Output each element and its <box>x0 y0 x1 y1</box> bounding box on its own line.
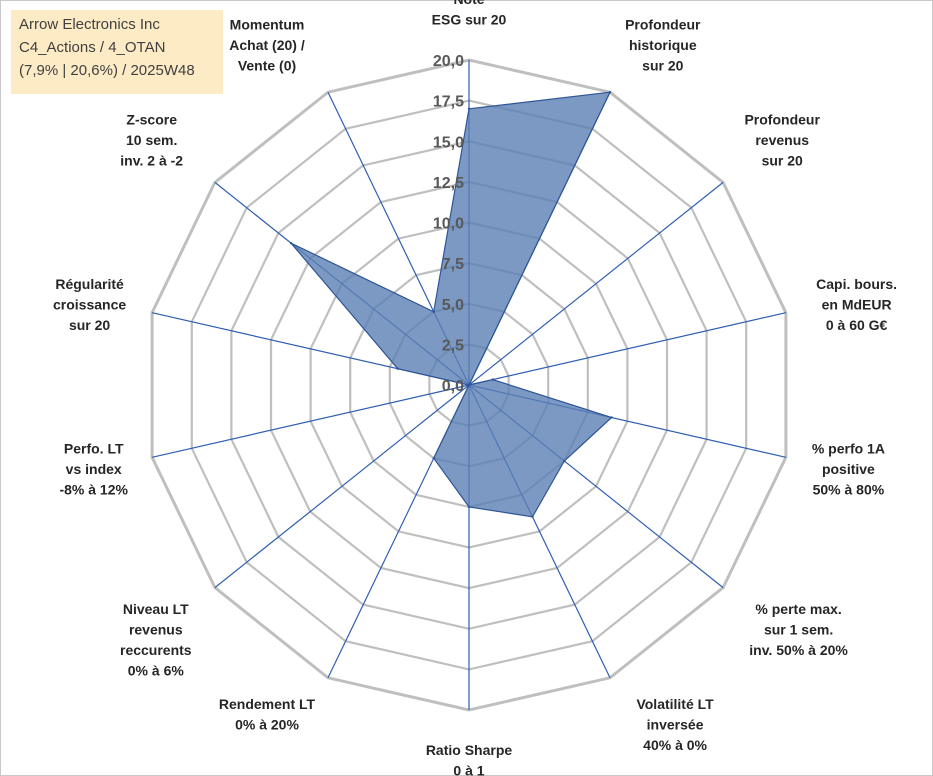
axis-label-line: 50% à 80% <box>813 482 885 498</box>
axis-label: Profondeur historique sur 20 <box>625 17 701 74</box>
radar-axis-labels: Note ESG sur 20 Profondeur historique sur 20… <box>53 0 897 776</box>
axis-label-line: revenus <box>755 132 809 148</box>
series-point <box>610 416 613 419</box>
axis-label: Capi. bours. en MdEUR 0 à 60 G€ <box>816 276 897 333</box>
axis-label-line: 10 sem. <box>126 132 177 148</box>
axis-label-line: inv. 2 à -2 <box>120 153 183 169</box>
axis-label-line: inv. 50% à 20% <box>749 642 848 658</box>
axis-label: Régularité croissance sur 20 <box>53 276 126 333</box>
axis-label-line: Ratio Sharpe <box>426 742 513 758</box>
axis-label-line: Rendement LT <box>219 696 316 712</box>
axis-label-line: reccurents <box>120 642 192 658</box>
axis-spoke <box>468 181 724 386</box>
series-point <box>467 107 471 111</box>
axis-label-line: -8% à 12% <box>59 482 128 498</box>
axis-label: Momentum Achat (20) / Vente (0) <box>229 17 305 74</box>
axis-label-line: en MdEUR <box>822 296 892 312</box>
axis-label: Note ESG sur 20 <box>432 0 507 28</box>
axis-label-line: Perfo. LT <box>64 441 124 457</box>
tick-label: 2,5 <box>442 337 464 354</box>
axis-label: Niveau LT revenus reccurents 0% à 6% <box>120 601 192 679</box>
axis-label-line: Profondeur <box>625 17 701 33</box>
tick-label: 7,5 <box>442 256 464 273</box>
axis-label-line: Note <box>453 0 484 7</box>
radar-series <box>289 91 613 518</box>
portfolio-label: C4_Actions / 4_OTAN <box>19 39 166 56</box>
axis-label-line: positive <box>822 461 875 477</box>
axis-label-line: Z-score <box>126 112 177 128</box>
axis-label-line: sur 20 <box>642 58 683 74</box>
series-point <box>396 367 399 370</box>
series-area <box>290 91 613 518</box>
axis-label: Volatilité LT inversée 40% à 0% <box>636 696 714 753</box>
series-point <box>491 378 494 381</box>
axis-label-line: Achat (20) / <box>229 37 305 53</box>
series-point <box>432 310 435 313</box>
series-point <box>467 505 471 509</box>
axis-label: Z-score 10 sem. inv. 2 à -2 <box>120 112 183 169</box>
axis-label-line: % perfo 1A <box>812 441 885 457</box>
axis-spoke <box>214 384 470 589</box>
tick-label: 0,0 <box>442 378 464 395</box>
axis-label-line: Volatilité LT <box>636 696 714 712</box>
tick-label: 12,5 <box>433 175 464 192</box>
axis-label-line: revenus <box>129 621 183 637</box>
series-point <box>467 383 471 387</box>
axis-label-line: Profondeur <box>744 112 820 128</box>
series-point <box>289 242 293 245</box>
axis-spoke <box>151 384 470 458</box>
axis-label-line: vs index <box>66 461 122 477</box>
axis-label-line: 40% à 0% <box>643 737 707 753</box>
axis-label-line: sur 20 <box>69 317 110 333</box>
company-name: Arrow Electronics Inc <box>19 16 160 33</box>
axis-label: % perte max. sur 1 sem. inv. 50% à 20% <box>749 601 848 658</box>
tick-label: 15,0 <box>433 134 464 151</box>
axis-label-line: Niveau LT <box>123 601 189 617</box>
axis-label-line: 0% à 6% <box>128 662 185 678</box>
axis-label-line: Régularité <box>55 276 124 292</box>
tick-label: 20,0 <box>433 53 464 70</box>
series-point <box>531 515 534 518</box>
series-point <box>563 459 566 463</box>
axis-label-line: 0% à 20% <box>235 717 299 733</box>
info-box: Arrow Electronics Inc C4_Actions / 4_OTA… <box>11 10 223 94</box>
tick-label: 5,0 <box>442 297 464 314</box>
axis-label-line: % perte max. <box>755 601 841 617</box>
axis-label-line: 0 à 1 <box>453 763 484 776</box>
axis-label: Profondeur revenus sur 20 <box>744 112 820 169</box>
tick-label: 10,0 <box>433 216 464 233</box>
axis-label: Rendement LT 0% à 20% <box>219 696 316 733</box>
axis-spoke <box>468 312 787 386</box>
tick-label: 17,5 <box>433 94 464 111</box>
axis-label-line: Momentum <box>230 17 305 33</box>
series-point <box>432 457 435 460</box>
axis-label-line: ESG sur 20 <box>432 12 507 28</box>
axis-label-line: Capi. bours. <box>816 276 897 292</box>
axis-label: Perfo. LT vs index -8% à 12% <box>59 441 128 498</box>
axis-label-line: croissance <box>53 296 126 312</box>
axis-label-line: 0 à 60 G€ <box>826 317 888 333</box>
axis-label-line: sur 20 <box>762 153 803 169</box>
period-label: (7,9% | 20,6%) / 2025W48 <box>19 62 195 79</box>
axis-label: % perfo 1A positive 50% à 80% <box>812 441 885 498</box>
axis-label-line: sur 1 sem. <box>764 621 833 637</box>
axis-label-line: historique <box>629 37 697 53</box>
series-point <box>608 91 612 94</box>
axis-label-line: inversée <box>647 717 704 733</box>
radar-ticks: 0,0 2,5 5,0 7,5 10,0 12,5 15,0 17,5 20,0 <box>433 53 464 395</box>
axis-label: Ratio Sharpe 0 à 1 <box>426 742 513 776</box>
axis-label-line: Vente (0) <box>238 58 296 74</box>
